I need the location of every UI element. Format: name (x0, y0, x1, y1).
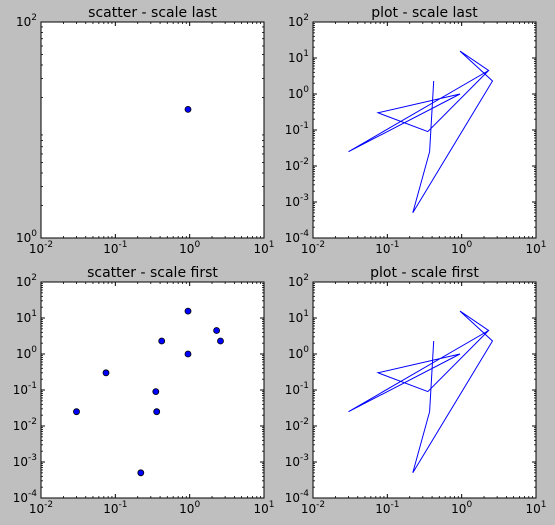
y-tick-label: 100 (288, 345, 309, 361)
x-tick-label: 100 (451, 240, 472, 256)
y-tick-label: 10-3 (13, 453, 37, 469)
x-tick-label: 10-1 (375, 500, 399, 516)
axes-frame (40, 281, 265, 499)
y-tick-label: 102 (16, 273, 37, 289)
y-tick-label: 100 (16, 345, 37, 361)
scatter-point (153, 408, 161, 416)
series-line (348, 310, 494, 474)
x-tick-label: 100 (179, 500, 200, 516)
scatter-point (217, 337, 224, 345)
subplot-title: scatter - scale last (88, 5, 217, 21)
scatter-point (152, 388, 160, 396)
x-tick-label: 100 (179, 240, 200, 256)
subplot-2: plot - scale last 10-2 10-1 100 101 10-4 10-3 1… (285, 5, 547, 256)
scatter-point (158, 337, 166, 345)
subplot-title: plot - scale first (370, 265, 479, 281)
x-tick-label: 10-2 (29, 240, 53, 256)
y-tick-label: 100 (288, 85, 309, 101)
scatter-point (102, 369, 110, 377)
y-tick-label: 101 (288, 309, 309, 325)
x-tick-label: 10-2 (301, 500, 325, 516)
subplot-1: scatter - scale last 10-2 10-1 100 101 100 102 (16, 5, 275, 256)
x-tick-label: 101 (253, 240, 274, 256)
x-tick-label: 100 (451, 500, 472, 516)
y-tick-label: 10-4 (285, 489, 310, 505)
y-tick-label: 10-3 (285, 193, 309, 209)
axes-background (41, 22, 264, 238)
y-tick-label: 102 (288, 13, 309, 29)
x-tick-label: 101 (525, 500, 546, 516)
y-tick-label: 10-4 (13, 489, 38, 505)
y-tick-label: 101 (16, 309, 37, 325)
y-tick-label: 10-2 (285, 417, 309, 433)
y-tick-label: 10-4 (285, 229, 310, 245)
scatter-point (184, 106, 192, 113)
subplot-title: scatter - scale first (87, 265, 218, 281)
axes-frame (40, 21, 265, 239)
scatter-point (73, 408, 80, 416)
x-tick-label: 10-1 (375, 240, 399, 256)
subplot-4: plot - scale first 10-2 10-1 100 101 10-4 10-3… (285, 265, 547, 516)
x-tick-label: 101 (253, 500, 274, 516)
scatter-point (137, 469, 145, 477)
y-tick-label: 10-1 (13, 381, 37, 397)
axes-background (41, 282, 264, 498)
x-tick-label: 10-1 (103, 500, 127, 516)
scatter-point (213, 327, 221, 334)
axes-frame (312, 21, 537, 239)
x-tick-label: 10-2 (29, 500, 53, 516)
series-line (348, 50, 494, 214)
y-tick-label: 10-1 (285, 121, 309, 137)
y-tick-label: 102 (16, 13, 37, 29)
y-tick-label: 10-1 (285, 381, 309, 397)
y-tick-label: 100 (16, 229, 37, 245)
x-tick-label: 10-2 (301, 240, 325, 256)
y-tick-label: 101 (288, 49, 309, 65)
x-tick-label: 101 (525, 240, 546, 256)
y-tick-label: 102 (288, 273, 309, 289)
subplot-title: plot - scale last (371, 5, 478, 21)
scatter-point (184, 307, 192, 315)
scatter-point (184, 350, 192, 358)
axes-frame (312, 281, 537, 499)
y-tick-label: 10-2 (285, 157, 309, 173)
y-tick-label: 10-3 (285, 453, 309, 469)
y-tick-label: 10-2 (13, 417, 37, 433)
x-tick-label: 10-1 (103, 240, 127, 256)
